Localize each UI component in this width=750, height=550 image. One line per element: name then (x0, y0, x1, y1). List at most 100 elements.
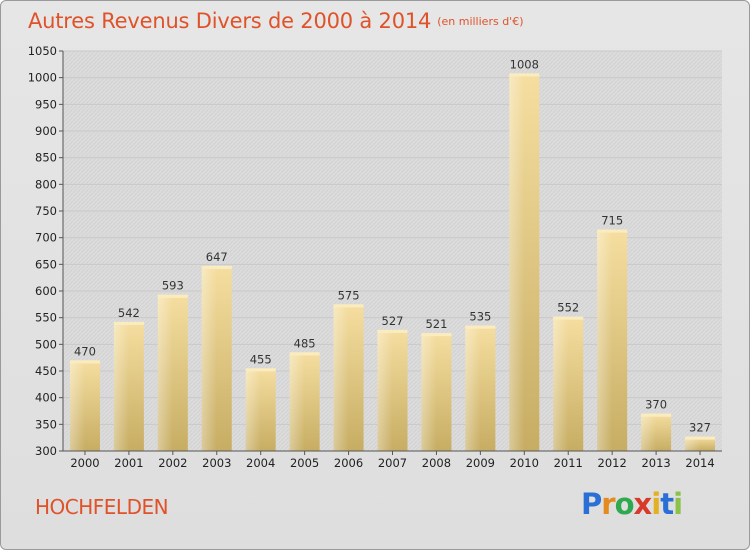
bar-top (157, 294, 188, 298)
x-tick-label: 2005 (290, 456, 319, 470)
x-tick-label: 2009 (466, 456, 495, 470)
y-axis-ticks: 300 350 400 450 500 550 600 650 700 750 800 850 900 9… (28, 44, 63, 458)
bar-value-label: 470 (74, 344, 96, 358)
title-unit: (en milliers d'€) (437, 15, 524, 28)
x-tick-label: 2004 (246, 456, 275, 470)
bar-top (245, 368, 276, 372)
y-tick-label: 950 (35, 97, 57, 111)
y-tick-label: 1050 (28, 44, 57, 58)
bar-highlight (113, 321, 129, 451)
bar-2014: 327 (685, 421, 716, 451)
bar-highlight (465, 325, 481, 451)
bar-2013: 370 (641, 398, 672, 451)
bar-value-label: 552 (557, 301, 579, 315)
bar-value-label: 370 (645, 398, 667, 412)
y-tick-label: 850 (35, 151, 57, 165)
bar-2006: 575 (333, 288, 364, 451)
x-tick-label: 2007 (378, 456, 407, 470)
bar-top (509, 73, 540, 77)
bar-2001: 542 (113, 306, 144, 451)
bar-2010: 1008 (509, 57, 540, 452)
x-tick-label: 2002 (158, 456, 187, 470)
y-tick-label: 750 (35, 204, 57, 218)
x-tick-label: 2003 (202, 456, 231, 470)
bar-highlight (685, 436, 701, 451)
y-tick-label: 900 (35, 124, 57, 138)
x-tick-label: 2010 (510, 456, 539, 470)
bar-top (289, 352, 320, 356)
bar-top (377, 329, 408, 333)
bar-value-label: 647 (206, 250, 228, 264)
bar-2005: 485 (289, 336, 320, 451)
bar-top (641, 413, 672, 417)
bar-highlight (641, 413, 657, 451)
bar-value-label: 575 (338, 288, 360, 302)
bar-top (465, 325, 496, 329)
bar-highlight (201, 265, 217, 451)
title-text: Autres Revenus Divers de 2000 à 2014 (28, 9, 432, 33)
bar-2002: 593 (157, 279, 188, 451)
y-tick-label: 650 (35, 257, 57, 271)
bar-2012: 715 (597, 214, 628, 451)
x-tick-label: 2008 (422, 456, 451, 470)
bar-2009: 535 (465, 310, 496, 451)
y-tick-label: 400 (35, 391, 57, 405)
bars: 470 542 593 647 455 485 575 527 521 535 1008 552 715… (69, 57, 716, 452)
bar-highlight (509, 73, 525, 452)
bar-value-label: 521 (425, 317, 447, 331)
bar-2004: 455 (245, 352, 276, 451)
y-tick-label: 550 (35, 311, 57, 325)
bar-highlight (597, 229, 613, 451)
x-tick-label: 2006 (334, 456, 363, 470)
x-tick-label: 2000 (70, 456, 99, 470)
y-tick-label: 500 (35, 337, 57, 351)
y-tick-label: 800 (35, 177, 57, 191)
y-tick-label: 600 (35, 284, 57, 298)
bar-highlight (333, 304, 349, 451)
bar-top (421, 333, 452, 337)
bar-value-label: 715 (601, 214, 623, 228)
bar-top (553, 316, 584, 320)
bar-2003: 647 (201, 250, 232, 451)
bar-top (69, 360, 100, 364)
y-tick-label: 300 (35, 444, 57, 458)
commune-name: HOCHFELDEN (35, 495, 169, 519)
bar-2008: 521 (421, 317, 452, 451)
y-tick-label: 450 (35, 364, 57, 378)
bar-value-label: 485 (294, 336, 316, 350)
bar-2000: 470 (69, 344, 100, 451)
bar-highlight (421, 333, 437, 451)
bar-highlight (377, 329, 393, 451)
bar-top (201, 265, 232, 269)
bar-top (597, 229, 628, 233)
bar-value-label: 455 (250, 352, 272, 366)
bar-value-label: 527 (382, 314, 404, 328)
y-tick-label: 350 (35, 417, 57, 431)
y-tick-label: 700 (35, 231, 57, 245)
bar-value-label: 542 (118, 306, 140, 320)
bar-value-label: 593 (162, 279, 184, 293)
y-tick-label: 1000 (28, 71, 57, 85)
x-tick-label: 2011 (554, 456, 583, 470)
bar-2011: 552 (553, 301, 584, 451)
bar-highlight (157, 294, 173, 451)
x-tick-label: 2013 (641, 456, 670, 470)
x-axis-ticks: 2000 2001 2002 2003 2004 2005 2006 2007 2008 2009… (70, 451, 715, 470)
bar-highlight (289, 352, 305, 451)
bar-value-label: 535 (469, 310, 491, 324)
bar-highlight (69, 360, 85, 451)
bar-top (333, 304, 364, 308)
bar-value-label: 1008 (510, 57, 539, 71)
proxiti-logo[interactable]: Proxiti (581, 487, 683, 521)
x-tick-label: 2012 (598, 456, 627, 470)
x-tick-label: 2001 (114, 456, 143, 470)
bar-value-label: 327 (689, 421, 711, 435)
x-tick-label: 2014 (685, 456, 714, 470)
bar-top (685, 436, 716, 440)
bar-top (113, 321, 144, 325)
bar-highlight (245, 368, 261, 451)
chart-title: Autres Revenus Divers de 2000 à 2014 (en … (28, 9, 523, 33)
bar-highlight (553, 316, 569, 451)
